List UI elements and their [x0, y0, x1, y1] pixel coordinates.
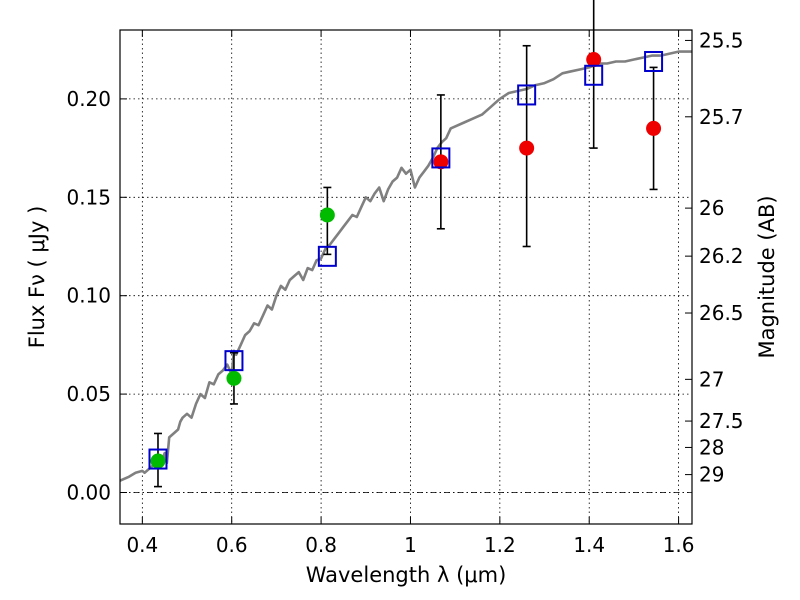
synthetic-flux-square — [517, 84, 537, 106]
error-bars — [153, 0, 658, 488]
data-points — [150, 52, 662, 469]
red-data-point — [519, 140, 535, 156]
y2-ticks: 25.5 25.7 26 26.2 26.5 27 27.528 29 — [685, 28, 744, 487]
x-tick-label: 0.8 — [305, 533, 337, 557]
synthetic-squares — [148, 50, 664, 470]
x-tick-label: 1.2 — [484, 533, 516, 557]
red-data-point — [586, 52, 602, 68]
synthetic-flux-square — [317, 245, 337, 267]
y2-tick-label: 29 — [699, 463, 724, 487]
grid — [120, 30, 692, 524]
y-axis-label: Flux Fν ( μJy ) — [25, 206, 49, 349]
synthetic-flux-square — [584, 64, 604, 86]
y-tick-label: 0.20 — [66, 87, 111, 111]
y2-tick-label: 27.5 — [699, 409, 744, 433]
y-ticks: 0.00 0.05 0.10 0.15 0.20 — [66, 87, 127, 505]
plot-frame — [119, 29, 693, 525]
synthetic-flux-square — [431, 147, 451, 169]
synthetic-flux-square — [224, 350, 244, 372]
y2-tick-label: 26.5 — [699, 301, 744, 325]
x-tick-label: 0.6 — [216, 533, 248, 557]
x-tick-label: 0.4 — [126, 533, 158, 557]
y-tick-label: 0.10 — [66, 284, 111, 308]
x-tick-label: 1.4 — [573, 533, 605, 557]
y2-tick-label: 26.2 — [699, 244, 744, 268]
y2-tick-label: 25.5 — [699, 28, 744, 52]
y2-tick-label: 28 — [699, 435, 724, 459]
green-data-point — [319, 207, 335, 223]
x-tick-label: 1.6 — [663, 533, 695, 557]
y2-axis-label: Magnitude (AB) — [755, 195, 779, 358]
x-ticks: 0.4 0.6 0.8 1 1.2 1.4 1.6 — [126, 30, 695, 557]
green-data-point — [226, 370, 242, 386]
y2-tick-label: 27 — [699, 367, 724, 391]
model-sed-line — [119, 50, 692, 482]
y-tick-label: 0.15 — [66, 185, 111, 209]
y2-tick-label: 26 — [699, 196, 724, 220]
red-data-point — [646, 120, 662, 136]
x-tick-label: 1 — [404, 533, 417, 557]
model-sed-layer — [119, 50, 692, 482]
red-data-point — [433, 154, 449, 170]
synthetic-flux-square — [148, 448, 168, 470]
y2-tick-label: 25.7 — [699, 105, 744, 129]
synthetic-flux-square — [644, 50, 664, 72]
green-data-point — [150, 453, 166, 469]
y-tick-label: 0.05 — [66, 382, 111, 406]
y-tick-label: 0.00 — [66, 481, 111, 505]
x-axis-label: Wavelength λ (μm) — [306, 563, 507, 587]
